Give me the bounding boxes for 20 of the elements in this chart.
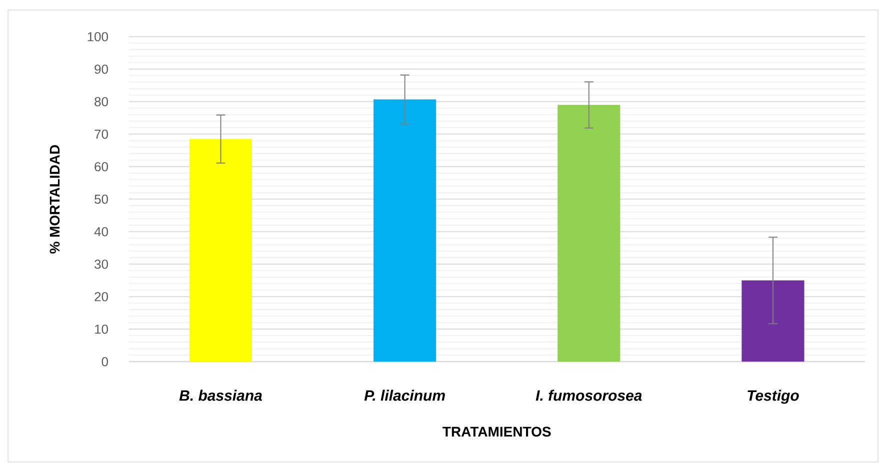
x-tick-label: P. lilacinum xyxy=(364,390,445,401)
y-tick-label: 30 xyxy=(94,260,108,269)
y-tick-label: 80 xyxy=(94,97,108,106)
y-tick-label: 10 xyxy=(95,324,108,334)
x-tick-label: Testigo xyxy=(748,390,799,404)
x-tick-label: B. bassiana xyxy=(179,390,262,401)
y-tick-label: 70 xyxy=(94,130,108,139)
bar xyxy=(189,139,252,362)
bar xyxy=(374,99,436,362)
y-axis-title: % MORTALIDAD xyxy=(50,145,60,254)
y-tick-label: 0 xyxy=(102,357,108,366)
y-tick-label: 40 xyxy=(94,227,108,236)
x-axis-title: TRATAMIENTOS xyxy=(442,426,551,437)
y-tick-label: 90 xyxy=(94,64,108,74)
y-tick-label: 60 xyxy=(94,162,108,172)
x-tick-label: I. fumosorosea xyxy=(536,390,642,401)
bar xyxy=(558,104,620,362)
y-tick-label: 20 xyxy=(94,292,108,302)
y-tick-label: 50 xyxy=(94,194,108,204)
y-tick-label: 100 xyxy=(88,32,108,42)
